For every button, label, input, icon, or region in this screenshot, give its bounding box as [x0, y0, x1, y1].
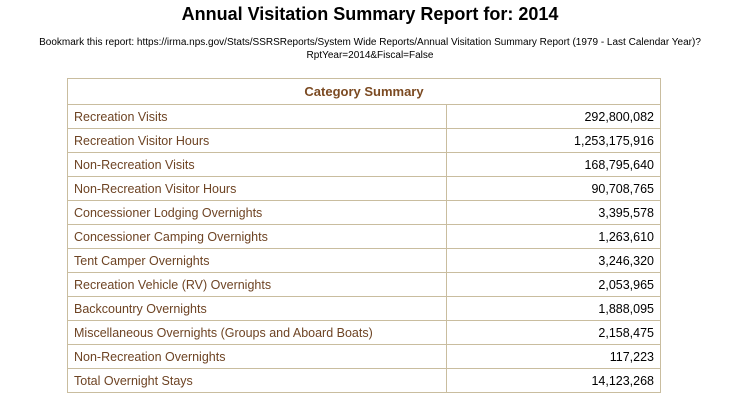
category-value: 168,795,640 [446, 152, 661, 177]
category-value: 14,123,268 [446, 368, 661, 393]
category-value: 1,263,610 [446, 224, 661, 249]
table-row: Non-Recreation Overnights 117,223 [67, 344, 661, 369]
table-header-row: Category Summary [67, 78, 661, 105]
category-value: 1,253,175,916 [446, 128, 661, 153]
category-label: Total Overnight Stays [67, 368, 447, 393]
report-title: Annual Visitation Summary Report for: 20… [181, 4, 559, 24]
summary-table: Category Summary Recreation Visits 292,80… [67, 78, 661, 393]
category-value: 3,246,320 [446, 248, 661, 273]
category-value: 2,053,965 [446, 272, 661, 297]
table-row: Recreation Visits 292,800,082 [67, 104, 661, 129]
category-value: 1,888,095 [446, 296, 661, 321]
table-row: Recreation Vehicle (RV) Overnights 2,053,… [67, 272, 661, 297]
table-row: Recreation Visitor Hours 1,253,175,916 [67, 128, 661, 153]
table-row: Backcountry Overnights 1,888,095 [67, 296, 661, 321]
table-row: Non-Recreation Visits 168,795,640 [67, 152, 661, 177]
category-label: Non-Recreation Visitor Hours [67, 176, 447, 201]
table-row: Concessioner Lodging Overnights 3,395,578 [67, 200, 661, 225]
category-label: Non-Recreation Overnights [67, 344, 447, 369]
category-value: 117,223 [446, 344, 661, 369]
category-label: Miscellaneous Overnights (Groups and Abo… [67, 320, 447, 345]
table-row: Concessioner Camping Overnights 1,263,610 [67, 224, 661, 249]
category-value: 3,395,578 [446, 200, 661, 225]
category-label: Backcountry Overnights [67, 296, 447, 321]
table-caption: Category Summary [67, 78, 661, 105]
category-label: Recreation Visits [67, 104, 447, 129]
category-value: 292,800,082 [446, 104, 661, 129]
category-label: Tent Camper Overnights [67, 248, 447, 273]
bookmark-link[interactable]: Bookmark this report: https://irma.nps.g… [39, 37, 701, 61]
table-row: Total Overnight Stays 14,123,268 [67, 368, 661, 393]
category-value: 90,708,765 [446, 176, 661, 201]
table-row: Tent Camper Overnights 3,246,320 [67, 248, 661, 273]
category-label: Non-Recreation Visits [67, 152, 447, 177]
category-label: Concessioner Lodging Overnights [67, 200, 447, 225]
category-label: Concessioner Camping Overnights [67, 224, 447, 249]
category-value: 2,158,475 [446, 320, 661, 345]
category-label: Recreation Vehicle (RV) Overnights [67, 272, 447, 297]
table-body: Recreation Visits 292,800,082 Recreation V… [67, 104, 661, 393]
table-row: Miscellaneous Overnights (Groups and Abo… [67, 320, 661, 345]
category-label: Recreation Visitor Hours [67, 128, 447, 153]
table-row: Non-Recreation Visitor Hours 90,708,765 [67, 176, 661, 201]
